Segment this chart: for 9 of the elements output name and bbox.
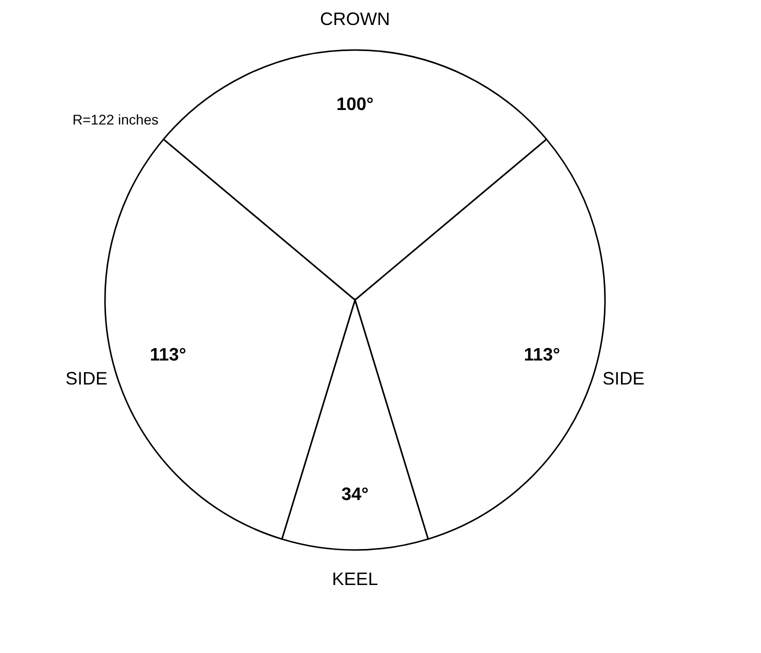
- data-label: 113°: [524, 344, 560, 364]
- data-label: 34°: [341, 484, 369, 504]
- data-label: 100°: [336, 94, 374, 114]
- text: R=122 inches: [72, 111, 158, 128]
- data-label: 113°: [150, 344, 186, 364]
- slice-label: SIDE: [66, 368, 108, 389]
- slice-label: KEEL: [332, 569, 378, 589]
- slice-label: CROWN: [320, 9, 390, 29]
- slice-label: SIDE: [602, 368, 644, 389]
